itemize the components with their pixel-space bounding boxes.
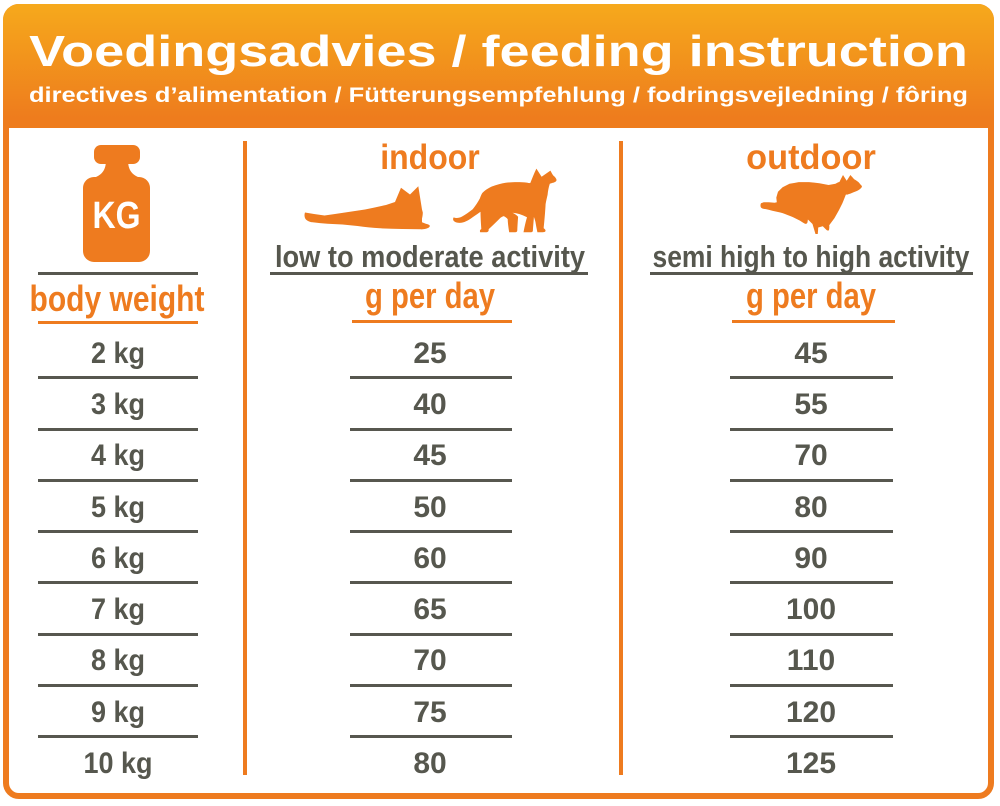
- svg-text:KG: KG: [93, 195, 141, 237]
